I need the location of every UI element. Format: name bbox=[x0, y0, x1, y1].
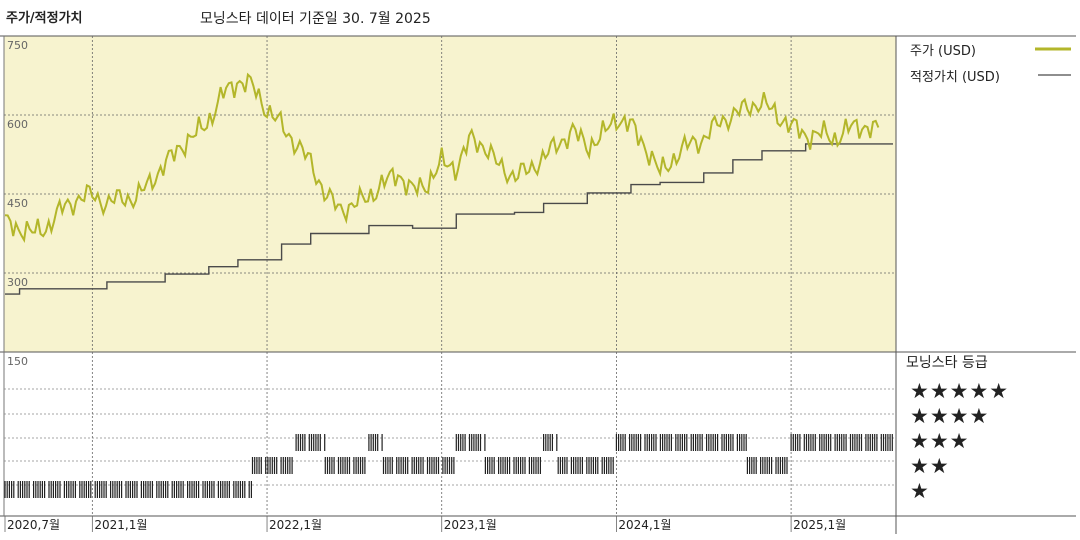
x-tick-label: 2025,1월 bbox=[793, 518, 846, 532]
rating-plot-area bbox=[4, 352, 896, 516]
x-tick-label: 2021,1월 bbox=[94, 518, 147, 532]
chart-title: 주가/적정가치 bbox=[6, 11, 83, 26]
rating-level-3: ★★★ bbox=[910, 429, 970, 453]
x-tick-label: 2023,1월 bbox=[444, 518, 497, 532]
rating-level-2: ★★ bbox=[910, 454, 950, 478]
x-tick-label: 2022,1월 bbox=[269, 518, 322, 532]
legend-fair-value-label: 적정가치 (USD) bbox=[910, 70, 1000, 85]
legend-price-label: 주가 (USD) bbox=[910, 44, 976, 59]
y-tick-label: 150 bbox=[7, 355, 28, 368]
chart-subtitle: 모닝스타 데이터 기준일 30. 7월 2025 bbox=[200, 11, 431, 27]
x-tick-label: 2024,1월 bbox=[618, 518, 671, 532]
price-line bbox=[4, 72, 880, 243]
rating-level-1: ★ bbox=[910, 479, 930, 503]
x-tick-label: 2020,7월 bbox=[7, 518, 60, 532]
y-tick-label: 450 bbox=[7, 197, 28, 210]
y-tick-label: 300 bbox=[7, 276, 28, 289]
rating-level-4: ★★★★ bbox=[910, 404, 990, 428]
fair-value-line bbox=[5, 143, 893, 295]
rating-level-5: ★★★★★ bbox=[910, 379, 1010, 403]
rating-panel-title: 모닝스타 등급 bbox=[906, 355, 988, 371]
y-tick-label: 600 bbox=[7, 118, 28, 131]
y-tick-label: 750 bbox=[7, 39, 28, 52]
